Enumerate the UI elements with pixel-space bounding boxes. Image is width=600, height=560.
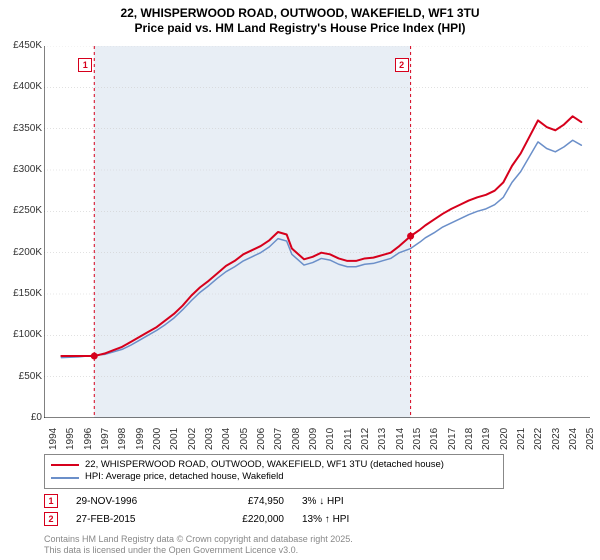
x-tick-label: 1998 [117,428,128,450]
x-tick-label: 1997 [100,428,111,450]
sales-row-price: £220,000 [204,514,284,525]
y-tick-label: £150K [0,288,42,299]
chart-area [44,46,590,418]
x-tick-label: 1999 [135,428,146,450]
y-tick-label: £250K [0,205,42,216]
y-tick-label: £350K [0,123,42,134]
y-tick-label: £400K [0,81,42,92]
legend-swatch [51,477,79,479]
x-tick-label: 2018 [464,428,475,450]
sales-row: 2 27-FEB-2015 £220,000 13% ↑ HPI [44,512,412,526]
legend: 22, WHISPERWOOD ROAD, OUTWOOD, WAKEFIELD… [44,454,504,489]
x-tick-label: 2004 [221,428,232,450]
y-tick-label: £50K [0,371,42,382]
x-tick-label: 2014 [395,428,406,450]
y-tick-label: £300K [0,164,42,175]
x-tick-label: 2006 [256,428,267,450]
x-tick-label: 2021 [516,428,527,450]
chart-title: 22, WHISPERWOOD ROAD, OUTWOOD, WAKEFIELD… [0,0,600,36]
title-line-2: Price paid vs. HM Land Registry's House … [0,21,600,36]
x-tick-label: 2010 [325,428,336,450]
sales-row-marker: 1 [44,494,58,508]
sales-row: 1 29-NOV-1996 £74,950 3% ↓ HPI [44,494,412,508]
x-tick-label: 2009 [308,428,319,450]
x-tick-label: 2001 [169,428,180,450]
x-tick-label: 2008 [291,428,302,450]
legend-label: 22, WHISPERWOOD ROAD, OUTWOOD, WAKEFIELD… [85,459,444,471]
legend-swatch [51,464,79,466]
y-tick-label: £0 [0,412,42,423]
sales-table: 1 29-NOV-1996 £74,950 3% ↓ HPI 2 27-FEB-2015 £… [44,494,412,530]
x-tick-label: 2007 [273,428,284,450]
legend-item: HPI: Average price, detached house, Wake… [51,471,497,483]
x-tick-label: 2015 [412,428,423,450]
sales-row-date: 27-FEB-2015 [76,514,186,525]
title-line-1: 22, WHISPERWOOD ROAD, OUTWOOD, WAKEFIELD… [0,6,600,21]
credits-line-2: This data is licensed under the Open Gov… [44,545,353,556]
x-tick-label: 2022 [533,428,544,450]
sales-row-price: £74,950 [204,496,284,507]
legend-label: HPI: Average price, detached house, Wake… [85,471,284,483]
x-tick-label: 2005 [239,428,250,450]
x-tick-label: 1996 [83,428,94,450]
x-tick-label: 2024 [568,428,579,450]
x-tick-label: 2000 [152,428,163,450]
sale-marker-1: 1 [78,58,92,72]
y-tick-label: £200K [0,247,42,258]
x-tick-label: 2017 [447,428,458,450]
x-tick-label: 1994 [48,428,59,450]
sale-marker-2: 2 [395,58,409,72]
x-tick-label: 2003 [204,428,215,450]
x-tick-label: 2020 [499,428,510,450]
chart-svg [44,46,590,418]
x-tick-label: 2019 [481,428,492,450]
credits-line-1: Contains HM Land Registry data © Crown c… [44,534,353,545]
x-tick-label: 2013 [377,428,388,450]
y-tick-label: £450K [0,40,42,51]
sales-row-pct: 13% ↑ HPI [302,514,412,525]
y-tick-label: £100K [0,329,42,340]
credits: Contains HM Land Registry data © Crown c… [44,534,353,557]
x-tick-label: 2002 [187,428,198,450]
sales-row-marker: 2 [44,512,58,526]
x-tick-label: 2011 [343,428,354,450]
x-tick-label: 2012 [360,428,371,450]
x-tick-label: 2025 [585,428,596,450]
x-tick-label: 2023 [551,428,562,450]
sales-row-date: 29-NOV-1996 [76,496,186,507]
x-tick-label: 1995 [65,428,76,450]
x-tick-label: 2016 [429,428,440,450]
legend-item: 22, WHISPERWOOD ROAD, OUTWOOD, WAKEFIELD… [51,459,497,471]
sales-row-pct: 3% ↓ HPI [302,496,412,507]
